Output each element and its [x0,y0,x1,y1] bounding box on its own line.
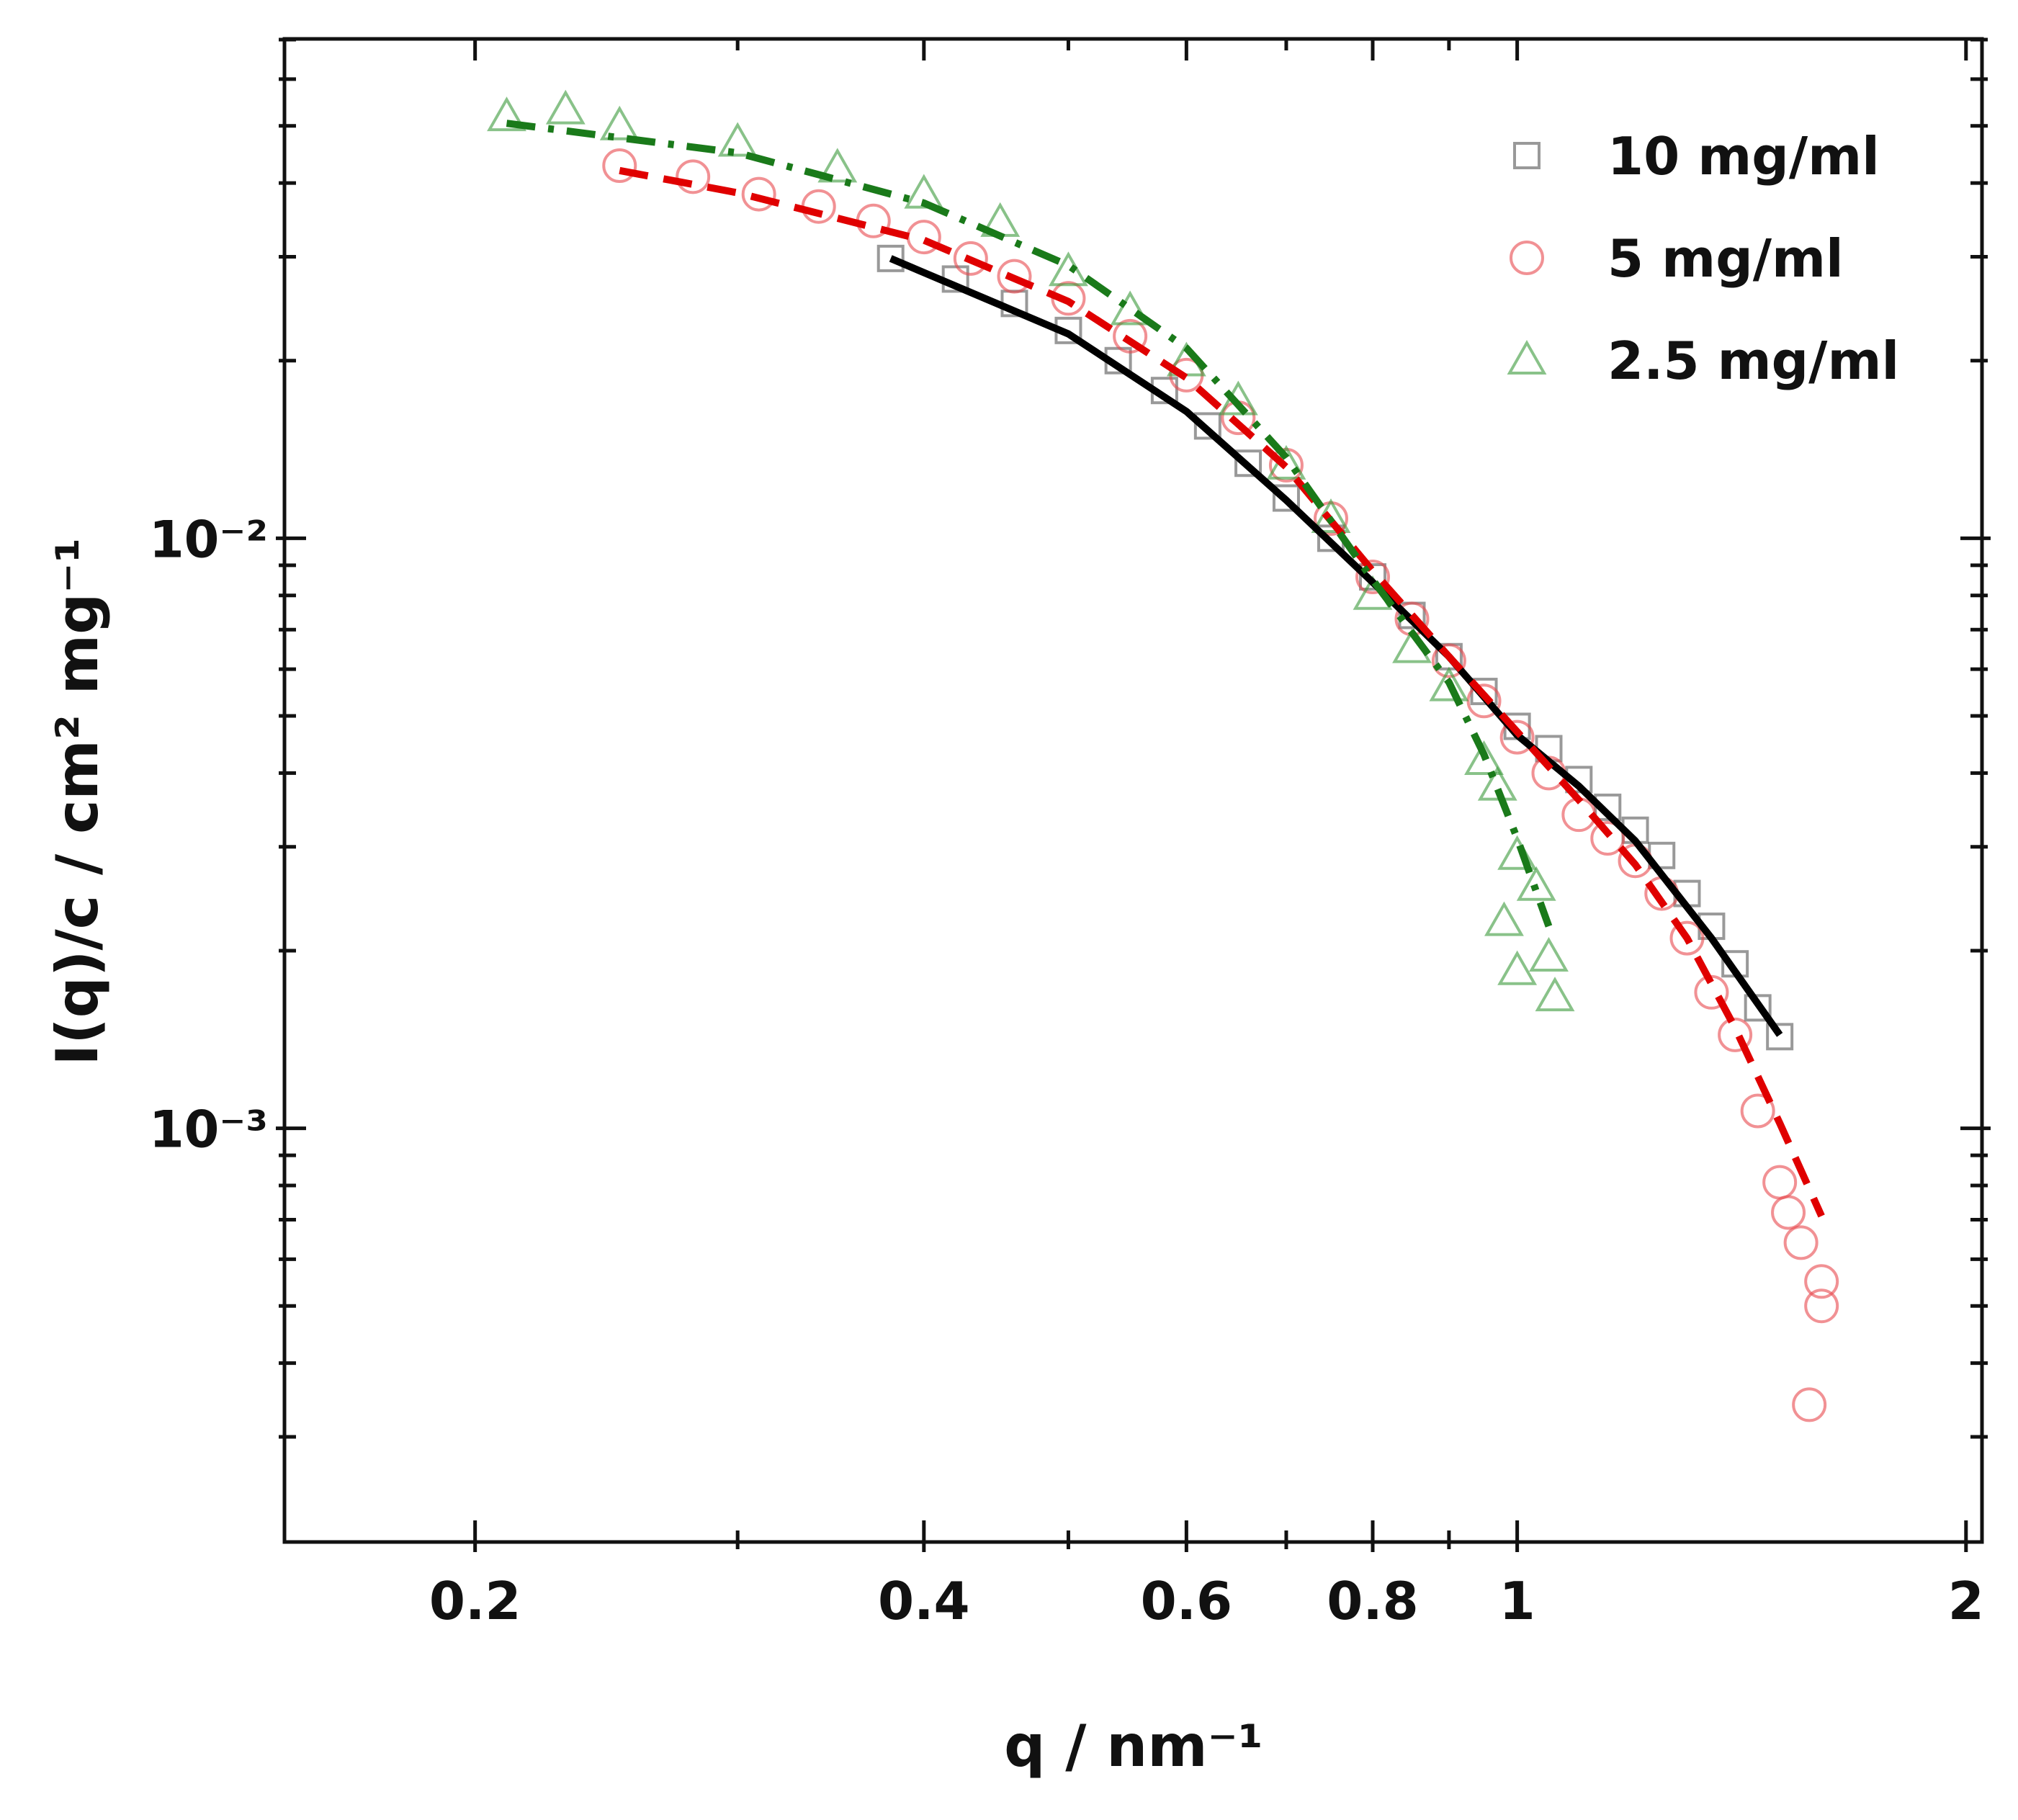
data-point [1804,1264,1839,1299]
x-axis-label: q / nm⁻¹ [1004,1713,1263,1780]
data-point [1561,797,1597,833]
data-point [1049,251,1088,287]
data-point [1771,1195,1806,1230]
data-point [1497,950,1538,985]
data-point [602,148,637,184]
y-tick-label: 10⁻² [149,510,268,569]
x-tick-label: 0.6 [1141,1571,1233,1631]
data-point [1355,560,1391,595]
data-point [741,176,776,212]
fit-line [506,120,1553,928]
data-point [1783,1225,1819,1260]
data-point [545,89,586,125]
data-point [1429,666,1469,701]
x-tick-label: 0.4 [878,1571,970,1631]
x-tick-label: 1 [1499,1571,1535,1631]
x-tick-label: 0.2 [429,1571,521,1631]
plot-frame [282,37,1984,1544]
data-point [1311,498,1351,533]
data-point [1484,901,1524,936]
data-point [599,105,640,140]
data-point [676,159,711,194]
data-point [876,244,905,272]
data-point [1762,1165,1798,1200]
data-point [1499,720,1535,755]
data-point [953,241,988,276]
data-point [717,122,758,157]
data-point [1477,766,1517,801]
legend-label: 5 mg/ml [1607,228,1844,289]
data-point [1193,412,1221,440]
data-point [1272,484,1300,512]
data-point [1110,290,1150,326]
legend-marker [1513,142,1541,169]
data-point [1792,1387,1827,1422]
y-axis-label: I(q)/c / cm² mg⁻¹ [44,537,111,1065]
data-point [904,174,944,209]
data-point [817,148,858,183]
legend-label: 10 mg/ml [1607,126,1880,187]
data-point [1464,740,1504,776]
legend-marker [1510,241,1544,275]
data-point [801,189,836,224]
data-point [1431,643,1466,678]
x-tick-label: 2 [1948,1571,1984,1631]
y-tick-label: 10⁻³ [149,1100,268,1160]
data-point [1516,866,1556,901]
fit-line [619,166,1825,1218]
data-point [1740,1093,1775,1129]
data-point [1590,821,1625,856]
data-point [1804,1288,1839,1324]
data-point [1529,936,1569,972]
data-point [1744,994,1772,1022]
data-point [1669,920,1705,956]
x-tick-label: 0.8 [1327,1571,1419,1631]
data-point [1359,563,1387,591]
data-point [1113,318,1148,354]
legend-marker [1507,339,1547,375]
data-point [1594,793,1622,821]
data-point [1535,977,1575,1012]
data-point [1234,449,1263,478]
data-point [487,97,526,132]
legend-label: 2.5 mg/ml [1607,331,1899,391]
data-point [1766,1023,1794,1051]
data-point [997,259,1032,294]
data-point [1718,1017,1753,1052]
